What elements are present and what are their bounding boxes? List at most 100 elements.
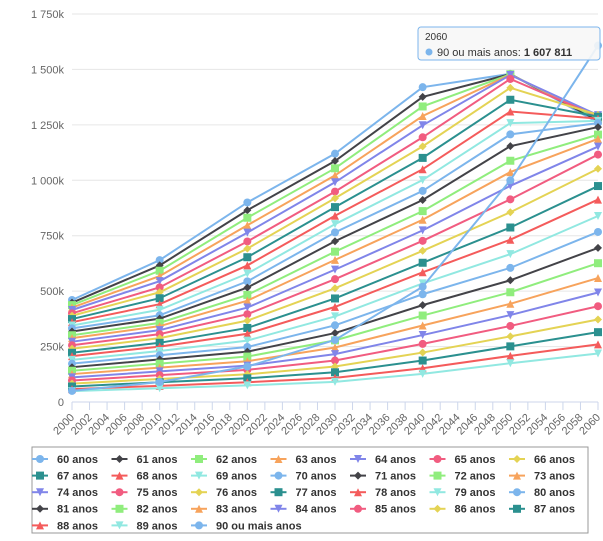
legend-item[interactable]: 85 anos [350,504,416,516]
legend-item[interactable]: 77 anos [270,487,337,499]
legend-item[interactable]: 69 anos [191,471,257,483]
legend-item[interactable]: 73 anos [509,471,575,483]
legend-symbol [36,521,44,530]
data-point [331,302,339,311]
data-point [418,207,427,216]
legend-label: 69 anos [216,471,257,483]
data-point [155,351,164,360]
legend-item[interactable]: 78 anos [350,487,416,499]
legend-item[interactable]: 82 anos [111,504,178,516]
legend-item[interactable]: 87 anos [509,504,575,516]
legend-item[interactable]: 79 anos [429,487,496,499]
y-tick-label: 1 000k [31,175,65,187]
data-point [418,246,427,255]
legend-item[interactable]: 84 anos [270,504,337,516]
legend-symbol [115,488,124,497]
legend-item[interactable]: 64 anos [350,454,416,466]
legend-symbol [354,455,362,463]
data-point [331,350,339,359]
legend-item[interactable]: 90 ou mais anos [191,520,302,532]
legend-item[interactable]: 74 anos [32,487,98,499]
legend-item[interactable]: 61 anos [111,454,178,466]
data-point [506,288,515,297]
data-point [418,92,427,101]
data-point [243,362,252,371]
legend-item[interactable]: 67 anos [32,471,98,483]
legend-label: 71 anos [375,471,416,483]
data-point [418,236,427,245]
legend-item[interactable]: 83 anos [191,504,257,516]
legend-label: 89 anos [137,520,178,532]
legend-item[interactable]: 68 anos [111,471,178,483]
legend-symbol [433,504,442,513]
data-point [331,164,339,173]
data-point [418,83,427,92]
legend-item[interactable]: 70 anos [270,471,337,483]
data-point [243,310,252,319]
data-point [243,283,252,292]
legend-symbol [274,488,283,497]
legend-item[interactable]: 80 anos [509,487,575,499]
data-point [331,255,339,264]
legend-symbol [433,455,442,463]
data-point [331,329,339,338]
legend-item[interactable]: 62 anos [191,454,257,466]
data-point [331,265,339,274]
data-point [418,331,427,340]
legend-label: 72 anos [455,471,496,483]
data-point [418,111,427,120]
y-tick-label: 250k [40,342,64,354]
legend-item[interactable]: 76 anos [191,487,257,499]
data-point [243,352,252,361]
data-point [331,203,339,212]
data-point [594,182,602,191]
data-point [594,315,602,324]
data-point [243,381,252,390]
tooltip: 2060 90 ou mais anos: 1 607 811 [417,26,601,61]
legend-symbol [36,471,44,480]
legend-symbol [115,504,124,513]
legend-item[interactable]: 60 anos [32,454,98,466]
data-point [594,259,602,268]
data-point [418,102,427,111]
data-point [155,384,164,393]
data-point [331,220,339,229]
data-point [418,356,427,365]
legend-item[interactable]: 72 anos [429,471,496,483]
legend-symbol [36,455,44,463]
legend-item[interactable]: 66 anos [509,454,575,466]
data-point [243,221,252,230]
data-point [331,275,339,284]
data-point [418,301,427,310]
data-point [506,332,515,341]
legend-label: 81 anos [57,504,98,516]
data-point [243,228,252,237]
legend-item[interactable]: 65 anos [429,454,496,466]
legend-label: 85 anos [375,504,416,516]
data-point [331,247,339,256]
legend-label: 77 anos [296,487,337,499]
data-point [331,356,339,365]
data-point [594,340,602,349]
legend-symbol [274,471,283,480]
legend-symbol [513,455,521,463]
data-point [155,347,164,356]
legend-item[interactable]: 71 anos [350,471,416,483]
legend-label: 63 anos [296,454,337,466]
legend-symbol [513,471,521,480]
data-point [418,339,427,348]
legend-item[interactable]: 89 anos [111,520,178,532]
data-point [506,321,515,330]
data-point [155,266,164,275]
legend-label: 83 anos [216,504,257,516]
data-point [506,95,515,104]
legend-item[interactable]: 88 anos [32,520,98,532]
legend-item[interactable]: 75 anos [111,487,178,499]
legend-item[interactable]: 63 anos [270,454,337,466]
data-point [506,276,515,285]
legend-item[interactable]: 81 anos [32,504,98,516]
data-point [331,335,339,344]
data-point [594,288,602,297]
legend-item[interactable]: 86 anos [429,504,496,516]
legend-label: 60 anos [57,454,98,466]
